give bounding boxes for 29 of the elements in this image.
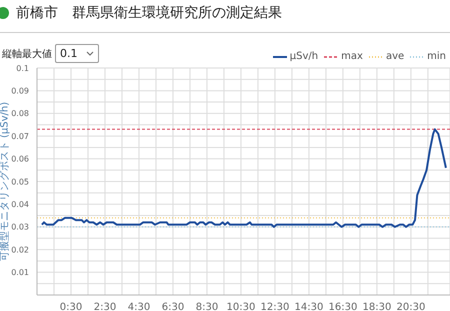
y-tick-label: 0.04 [11, 200, 29, 210]
legend-label: max [341, 51, 363, 62]
y-tick-label: 0.05 [11, 177, 29, 186]
y-tick-label: 0.03 [11, 222, 29, 232]
text: 縦軸最大値 [2, 48, 52, 60]
x-tick-label: 6:30 [162, 302, 184, 311]
y-tick-label: 0.08 [11, 109, 29, 118]
line-series [40, 128, 447, 228]
x-tick-label: 14:30 [294, 302, 324, 311]
x-tick-label: 2:30 [94, 302, 116, 311]
y-tick-label: 0.01 [11, 268, 29, 278]
x-tick-label: 18:30 [362, 302, 392, 311]
legend-label: ave [386, 51, 404, 62]
x-tick-label: 12:30 [260, 302, 290, 311]
y-tick-label: 0.06 [11, 154, 29, 164]
x-tick-label: 10:30 [226, 302, 256, 311]
x-tick-label: 4:30 [128, 302, 150, 311]
x-tick-label: 8:30 [196, 302, 218, 311]
legend-label: μSv/h [290, 51, 318, 62]
x-tick-label: 20:30 [396, 302, 426, 311]
y-tick-label: 0.07 [11, 132, 29, 141]
text: 0.1 [60, 47, 78, 60]
chart-title: 前橋市 群馬県衛生環境研究所の測定結果 [16, 4, 282, 22]
y-tick-label: 0.1 [16, 64, 29, 73]
x-tick-label: 0:30 [60, 302, 82, 311]
y-tick-label: 0.02 [11, 245, 29, 254]
legend-label: min [427, 51, 446, 62]
y-tick-label: 0.09 [11, 86, 29, 96]
x-tick-label: 16:30 [328, 302, 358, 311]
